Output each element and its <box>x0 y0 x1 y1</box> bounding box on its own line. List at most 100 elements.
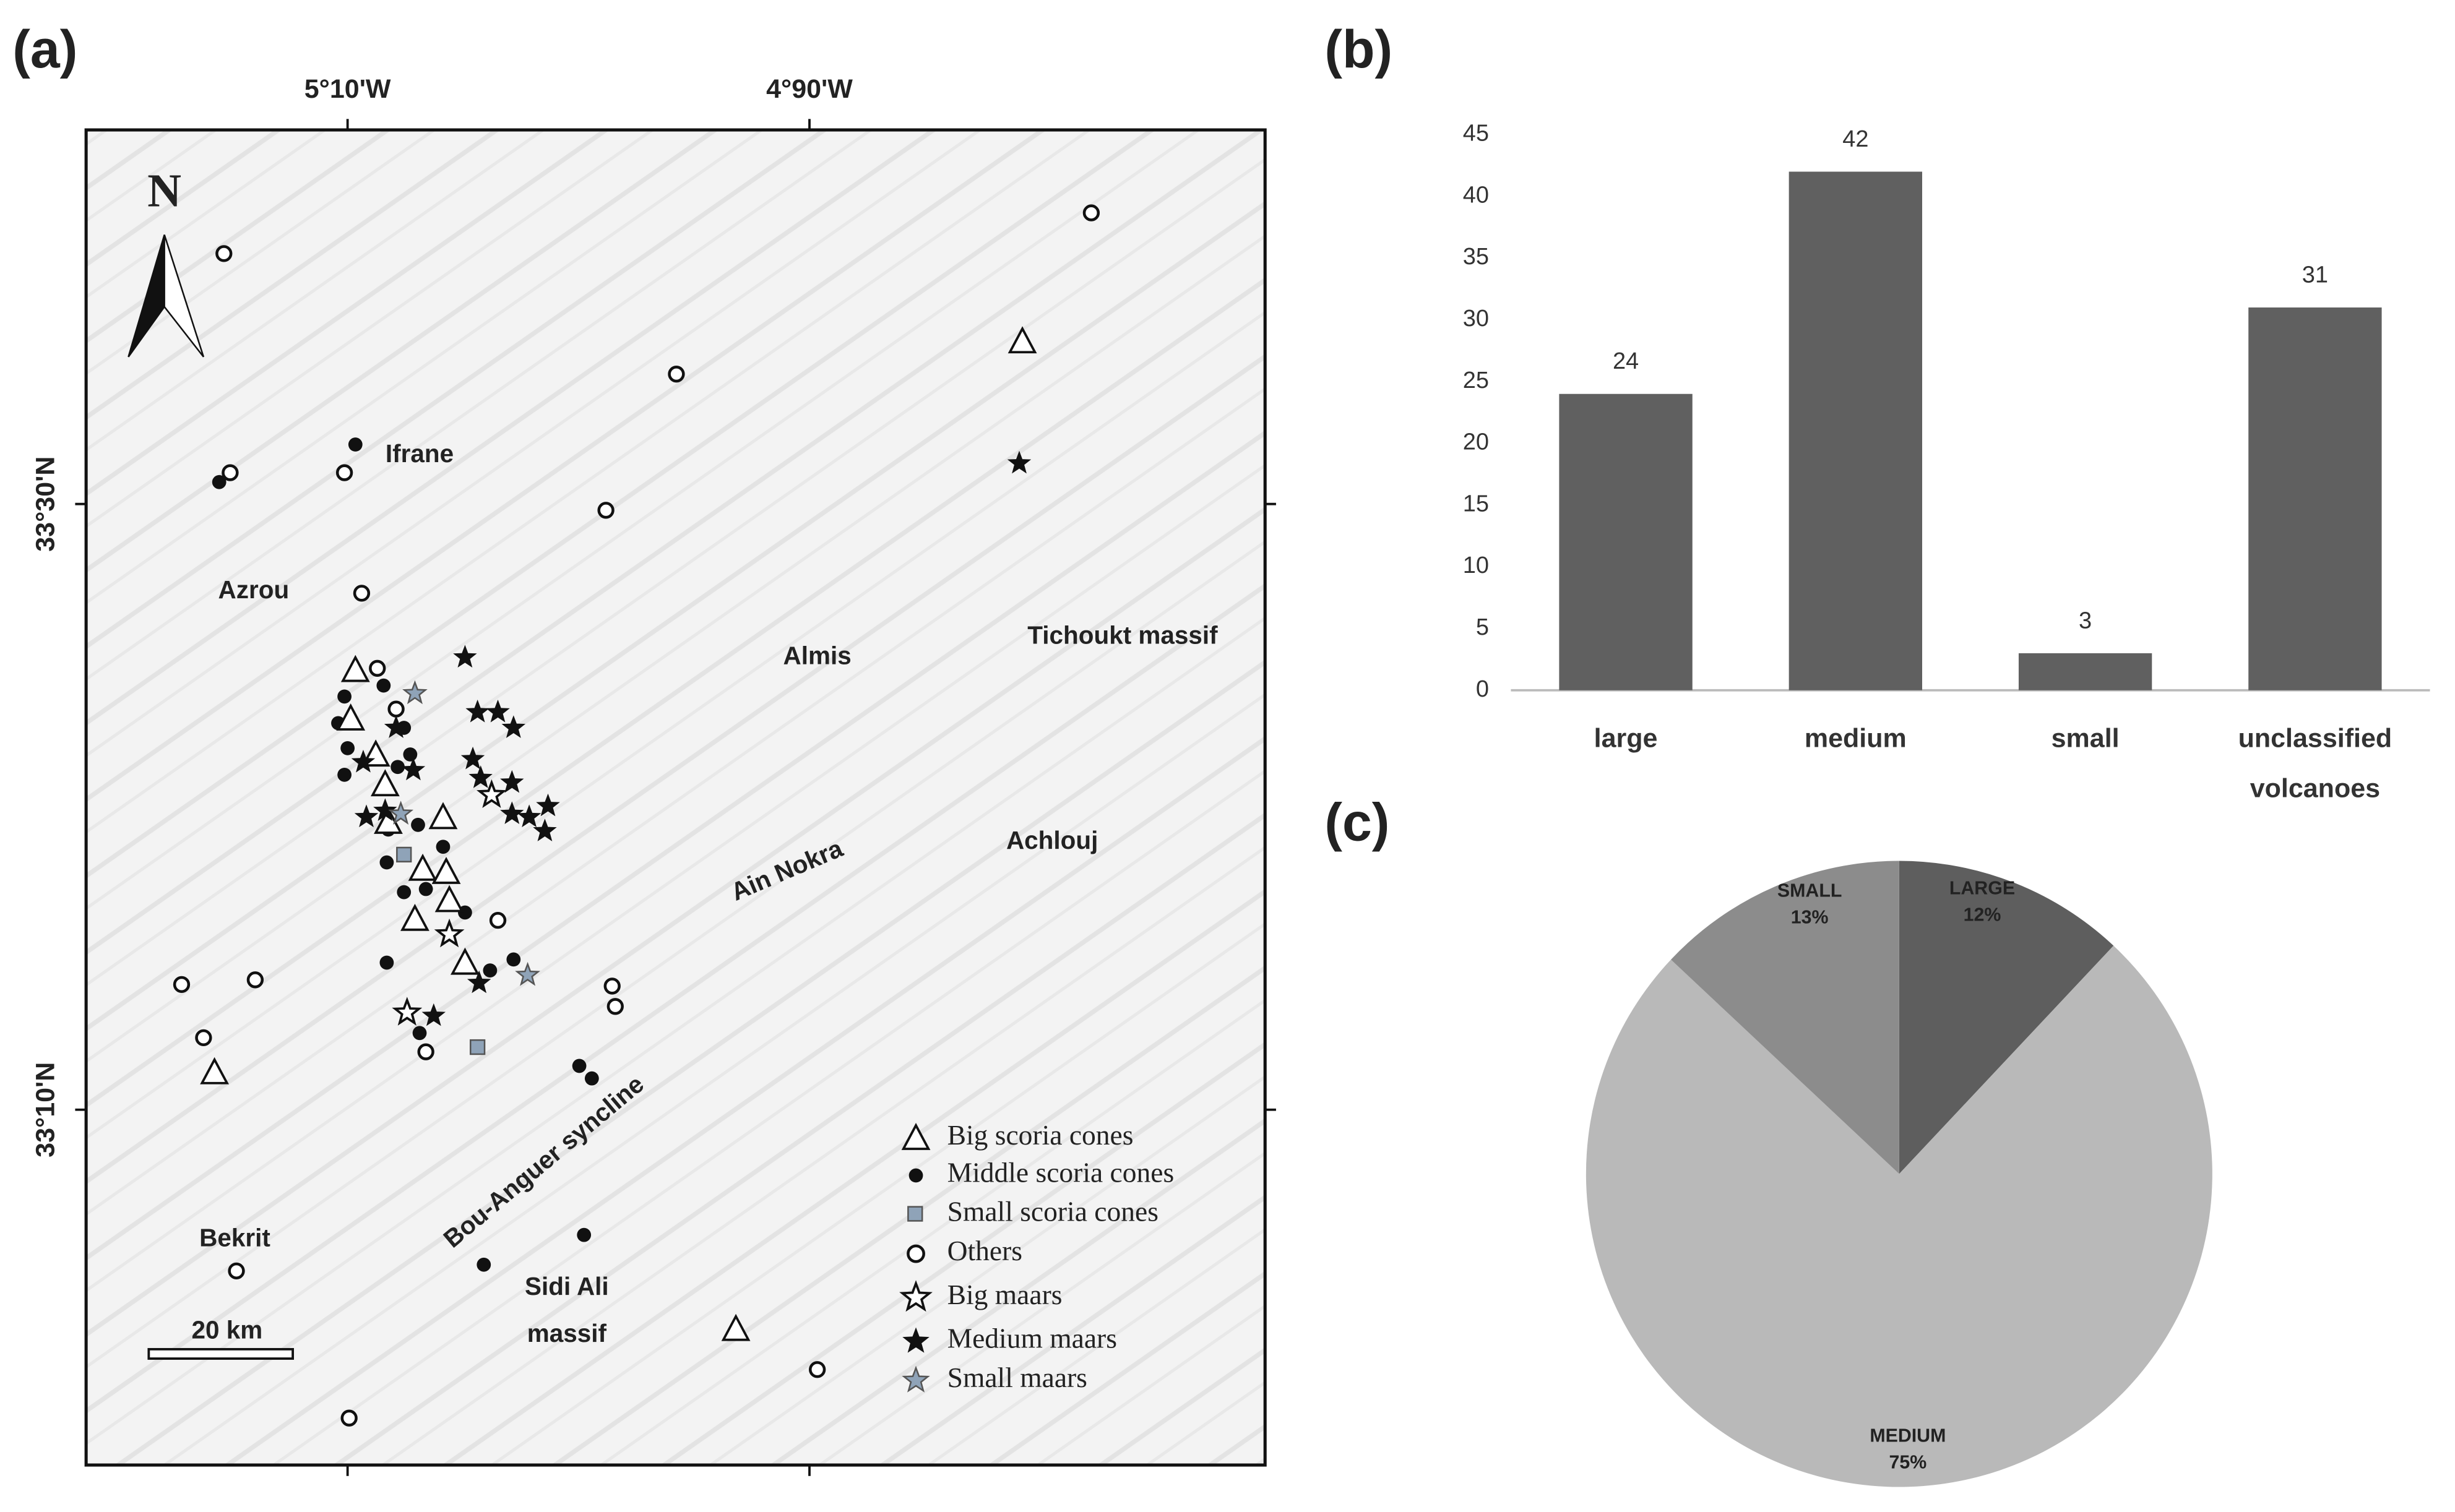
middle-scoria-cone <box>412 1026 427 1041</box>
small-scoria-cone <box>469 1039 486 1055</box>
place-label: Tichoukt massif <box>1027 621 1218 649</box>
y-tick-label: 30 <box>1463 306 1489 332</box>
lon-label: 5°10'W <box>304 74 391 104</box>
other-volcano <box>246 971 264 989</box>
medium-maar <box>1007 450 1032 474</box>
map-symbols <box>173 204 1100 1427</box>
middle-scoria-cone <box>348 437 363 452</box>
middle-scoria-cone <box>376 678 391 693</box>
other-volcano <box>606 998 624 1015</box>
medium-maar <box>500 770 524 793</box>
middle-scoria-cone <box>436 840 451 854</box>
legend-label: Big maars <box>947 1279 1063 1310</box>
x-tick-label: small <box>2052 724 2120 754</box>
big-scoria-cone <box>431 856 461 884</box>
bar <box>1788 171 1923 690</box>
middle-scoria-cone <box>379 855 394 870</box>
big-maar <box>392 997 423 1026</box>
big-scoria-cone <box>370 769 400 797</box>
place-label: Sidi Ali massif <box>525 1272 609 1347</box>
middle-scoria-cone <box>379 955 394 970</box>
value-label: 3 <box>2079 608 2092 634</box>
middle-scoria-cone <box>337 767 352 782</box>
north-label: N <box>147 165 181 217</box>
medium-maar <box>465 699 490 723</box>
panel-label: (a) <box>12 20 77 79</box>
legend-label: Small maars <box>947 1362 1087 1393</box>
medium-maar <box>351 749 376 773</box>
small-scoria-cone <box>396 846 412 863</box>
map-ticks <box>75 119 1276 1476</box>
big-scoria-cone <box>428 802 458 830</box>
middle-scoria-cone <box>403 747 418 762</box>
big-scoria-cone <box>1007 326 1037 354</box>
small-maar <box>515 961 541 986</box>
small-maar <box>402 680 428 705</box>
pie-category-label: SMALL <box>1777 881 1842 901</box>
panel-label: (b) <box>1324 20 1392 79</box>
bar <box>1559 393 1693 690</box>
bar <box>2018 653 2152 690</box>
other-volcano <box>222 464 239 481</box>
y-tick-label: 40 <box>1463 182 1489 208</box>
legend-symbol <box>899 1280 933 1312</box>
place-label: Ifrane <box>386 439 454 468</box>
other-volcano <box>173 976 191 994</box>
y-tick-label: 20 <box>1463 429 1489 455</box>
other-volcano <box>353 585 371 602</box>
middle-scoria-cone <box>418 882 433 896</box>
legend-label: Big scoria cones <box>947 1119 1134 1151</box>
legend-symbol <box>902 1327 930 1353</box>
lat-label: 33°10'N <box>30 1062 60 1158</box>
small-maar <box>388 801 414 825</box>
pie-slice <box>1899 861 2114 1174</box>
big-maar <box>434 918 465 948</box>
medium-maar <box>486 699 510 723</box>
value-label: 31 <box>2302 262 2328 288</box>
other-volcano <box>808 1361 826 1378</box>
big-scoria-cone <box>721 1313 751 1341</box>
middle-scoria-cone <box>577 1227 592 1242</box>
other-volcano <box>387 700 405 718</box>
middle-scoria-cone <box>411 817 425 832</box>
x-tick-label: large <box>1594 724 1658 754</box>
other-volcano <box>597 502 615 519</box>
legend-label: Middle scoria cones <box>947 1156 1175 1188</box>
y-tick-label: 35 <box>1463 244 1489 270</box>
medium-maar <box>501 715 526 738</box>
y-tick-label: 15 <box>1463 491 1489 517</box>
legend: Big scoria cones Middle scoria cones Sma… <box>901 1119 1175 1393</box>
medium-maar <box>453 645 477 668</box>
medium-maar <box>373 798 397 821</box>
value-label: 24 <box>1613 348 1639 374</box>
big-scoria-cone <box>340 655 370 682</box>
big-scoria-cone <box>336 703 366 731</box>
y-tick-label: 5 <box>1476 614 1489 640</box>
big-scoria-cone <box>451 947 480 975</box>
middle-scoria-cone <box>340 741 355 755</box>
pie-slice <box>1586 945 2212 1487</box>
value-label: 42 <box>1842 126 1868 152</box>
legend-label: Others <box>947 1235 1022 1266</box>
lat-label: 33°30'N <box>30 457 60 552</box>
other-volcano <box>195 1029 212 1047</box>
medium-maar <box>468 765 493 788</box>
medium-maar <box>421 1003 446 1026</box>
medium-maar <box>533 818 557 841</box>
other-volcano <box>335 464 353 481</box>
medium-maar <box>401 757 426 781</box>
pie-category-label: LARGE <box>1949 878 2015 898</box>
middle-scoria-cone <box>584 1071 599 1086</box>
y-tick-label: 45 <box>1463 121 1489 147</box>
y-tick-label: 10 <box>1463 552 1489 578</box>
place-label: Almis <box>783 641 852 669</box>
scale-label: 20 km <box>191 1316 262 1344</box>
medium-maar <box>354 804 379 828</box>
medium-maar <box>517 804 541 828</box>
y-tick-label: 25 <box>1463 367 1489 393</box>
other-volcano <box>215 245 233 262</box>
north-arrow <box>163 234 205 358</box>
legend-symbol <box>902 1365 930 1393</box>
pie-category-label: MEDIUM <box>1870 1425 1946 1446</box>
